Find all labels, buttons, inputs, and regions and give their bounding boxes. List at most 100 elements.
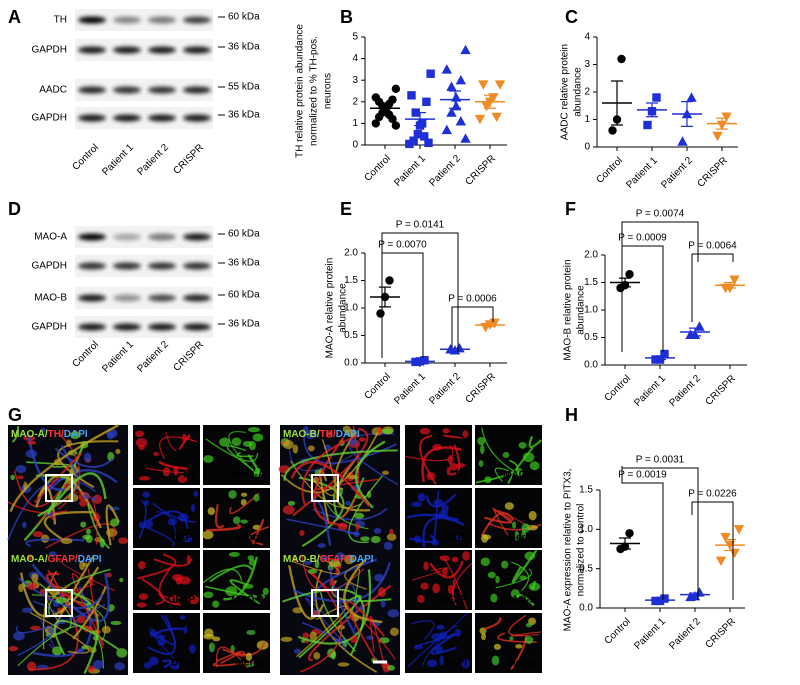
- inset-box: [311, 474, 339, 502]
- blot-row-label: GAPDH: [31, 45, 67, 56]
- blot-band: [78, 294, 106, 302]
- neurite: [288, 437, 362, 472]
- cell: [110, 620, 122, 626]
- tile-label: TH: [454, 470, 467, 481]
- cell: [77, 648, 85, 654]
- title-part: DAPI: [336, 429, 360, 440]
- cell: [313, 651, 321, 660]
- cell: [82, 625, 94, 633]
- cell: [447, 584, 454, 594]
- data-point: [617, 54, 626, 64]
- cell: [108, 604, 115, 612]
- neurite: [15, 604, 106, 634]
- neurite: [23, 590, 55, 649]
- cell: [148, 656, 159, 666]
- error-bar: [449, 90, 461, 109]
- title-part: TH/: [48, 429, 64, 440]
- comparison-bracket: [621, 221, 699, 352]
- neurite: [308, 439, 336, 496]
- data-point: [388, 114, 397, 124]
- comparison-bracket: [621, 245, 664, 352]
- data-point: [391, 121, 401, 130]
- neurite: [29, 612, 90, 654]
- error-bar: [484, 322, 496, 328]
- neurite: [252, 518, 265, 545]
- neurite: [215, 650, 242, 665]
- y-tick-label: 3: [352, 75, 358, 86]
- cell: [490, 593, 498, 603]
- cell: [387, 665, 395, 671]
- error-bar: [414, 360, 426, 363]
- cell: [143, 661, 152, 669]
- neurite: [507, 446, 534, 484]
- data-point: [455, 75, 467, 85]
- p-value: P = 0.0074: [636, 209, 685, 220]
- neurite: [303, 428, 397, 465]
- neurite: [58, 559, 116, 592]
- cell: [233, 516, 241, 525]
- y-tick-label: 2.0: [584, 250, 598, 261]
- data-point: [426, 69, 435, 78]
- cell: [99, 538, 106, 548]
- cell: [374, 573, 385, 582]
- size-label: 36 kDa: [228, 42, 260, 53]
- error-bar: [724, 281, 736, 289]
- cell: [442, 567, 448, 577]
- neurite: [421, 446, 462, 483]
- cell: [380, 600, 386, 608]
- neurite: [481, 427, 523, 476]
- neurite: [34, 452, 83, 504]
- cell: [420, 582, 429, 590]
- neurite: [301, 621, 346, 651]
- cell: [55, 597, 67, 604]
- y-axis-label: normalized to control: [576, 504, 587, 597]
- neurite: [497, 510, 532, 529]
- image-title: MAO-A/TH/DAPI: [11, 429, 88, 440]
- cell: [31, 573, 39, 583]
- p-value: P = 0.0226: [688, 489, 737, 500]
- x-tick-label: Patient 2: [667, 616, 703, 652]
- cell: [25, 449, 38, 458]
- neurite: [452, 579, 456, 601]
- neurite: [298, 594, 362, 659]
- blot-band: [148, 16, 176, 24]
- p-value: P = 0.0141: [396, 220, 445, 231]
- panel-letter: B: [340, 7, 353, 27]
- cell: [252, 433, 264, 442]
- blot-band: [183, 323, 211, 331]
- neurite: [300, 572, 343, 673]
- blot-strip: [75, 226, 213, 248]
- neurite: [511, 561, 530, 591]
- comparison-bracket: [381, 232, 459, 352]
- x-tick-label: Control: [362, 153, 393, 184]
- blot-strip: [75, 9, 213, 31]
- x-tick-label: Patient 1: [392, 371, 428, 407]
- cell: [83, 452, 92, 463]
- neurite: [72, 586, 107, 640]
- cell: [413, 644, 424, 650]
- cell: [252, 471, 263, 477]
- panel-letter: G: [8, 405, 22, 425]
- cell: [431, 633, 444, 641]
- title-part: MAO-B/: [283, 554, 320, 565]
- cell: [70, 431, 81, 440]
- neurite: [53, 619, 120, 656]
- title-part: TH/: [320, 429, 336, 440]
- tile-label: GFAP: [440, 595, 468, 606]
- error-bar: [379, 104, 391, 113]
- y-tick-label: 4: [352, 53, 358, 64]
- cell: [228, 490, 237, 499]
- y-axis-label: TH relative protein abundance: [295, 24, 306, 158]
- panel-letter: H: [565, 405, 578, 425]
- neurite: [409, 534, 436, 543]
- cell: [248, 426, 260, 433]
- error-bar: [654, 598, 666, 602]
- data-point: [625, 529, 634, 538]
- y-tick-label: 2: [352, 96, 358, 107]
- size-label: 36 kDa: [228, 258, 260, 269]
- cell: [68, 493, 79, 502]
- blot-strip: [75, 255, 213, 277]
- title-part: GFAP/: [48, 554, 78, 565]
- neurite: [290, 460, 371, 507]
- neurite: [422, 516, 465, 548]
